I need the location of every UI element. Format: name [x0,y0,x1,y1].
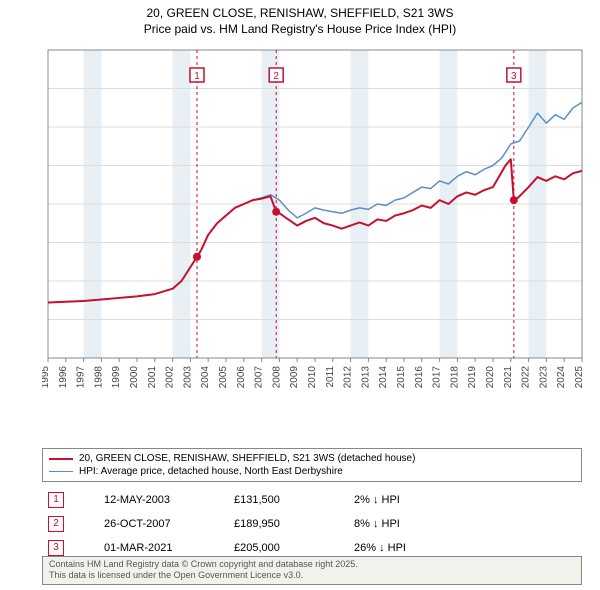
footer-line2: This data is licensed under the Open Gov… [49,570,575,581]
chart-svg: £0£50K£100K£150K£200K£250K£300K£350K£400… [42,44,590,410]
footer-line1: Contains HM Land Registry data © Crown c… [49,559,575,570]
svg-text:1998: 1998 [93,366,104,389]
chart-area: £0£50K£100K£150K£200K£250K£300K£350K£400… [42,44,590,410]
svg-text:1995: 1995 [42,366,51,389]
svg-text:2005: 2005 [218,366,229,389]
svg-text:2015: 2015 [396,366,407,389]
legend-label: HPI: Average price, detached house, Nort… [79,466,343,477]
svg-text:2025: 2025 [574,366,585,389]
legend-item: 20, GREEN CLOSE, RENISHAW, SHEFFIELD, S2… [49,452,575,465]
legend: 20, GREEN CLOSE, RENISHAW, SHEFFIELD, S2… [42,448,582,482]
svg-text:2: 2 [273,71,279,82]
svg-text:2008: 2008 [271,366,282,389]
chart-title: 20, GREEN CLOSE, RENISHAW, SHEFFIELD, S2… [0,0,600,37]
marker-date: 01-MAR-2021 [104,542,234,554]
svg-text:2007: 2007 [254,366,265,389]
svg-text:2004: 2004 [200,366,211,389]
svg-text:2020: 2020 [485,366,496,389]
marker-row: 2 26-OCT-2007£189,9508% ↓ HPI [42,512,582,536]
marker-row: 1 12-MAY-2003£131,5002% ↓ HPI [42,488,582,512]
svg-text:2012: 2012 [343,366,354,389]
marker-price: £131,500 [234,494,354,506]
svg-text:2011: 2011 [325,366,336,388]
marker-number-box: 3 [48,540,64,556]
marker-delta: 2% ↓ HPI [354,494,400,506]
svg-text:2021: 2021 [503,366,514,389]
marker-delta: 26% ↓ HPI [354,542,406,554]
marker-number-box: 1 [48,492,64,508]
svg-text:2017: 2017 [432,366,443,389]
svg-text:2018: 2018 [449,366,460,389]
marker-table: 1 12-MAY-2003£131,5002% ↓ HPI 2 26-OCT-2007… [42,488,582,560]
marker-number-box: 2 [48,516,64,532]
marker-price: £205,000 [234,542,354,554]
svg-text:2013: 2013 [360,366,371,389]
legend-item: HPI: Average price, detached house, Nort… [49,465,575,478]
legend-swatch [49,471,73,472]
svg-text:2000: 2000 [129,366,140,389]
marker-delta: 8% ↓ HPI [354,518,400,530]
marker-price: £189,950 [234,518,354,530]
svg-text:2014: 2014 [378,366,389,389]
svg-text:2024: 2024 [556,366,567,389]
svg-text:2001: 2001 [147,366,158,389]
svg-text:2009: 2009 [289,366,300,389]
title-line1: 20, GREEN CLOSE, RENISHAW, SHEFFIELD, S2… [0,6,600,22]
legend-swatch [49,458,73,460]
svg-text:1999: 1999 [111,366,122,389]
legend-label: 20, GREEN CLOSE, RENISHAW, SHEFFIELD, S2… [79,453,415,464]
svg-text:1997: 1997 [76,366,87,389]
svg-text:2016: 2016 [414,366,425,389]
svg-text:2010: 2010 [307,366,318,389]
svg-text:1996: 1996 [58,366,69,389]
svg-text:2023: 2023 [538,366,549,389]
svg-text:2019: 2019 [467,366,478,389]
footer-attribution: Contains HM Land Registry data © Crown c… [42,556,582,585]
svg-text:2006: 2006 [236,366,247,389]
svg-text:2003: 2003 [182,366,193,389]
marker-date: 12-MAY-2003 [104,494,234,506]
svg-text:3: 3 [511,71,517,82]
svg-text:1: 1 [194,71,200,82]
title-line2: Price paid vs. HM Land Registry's House … [0,22,600,38]
svg-text:2002: 2002 [165,366,176,389]
marker-date: 26-OCT-2007 [104,518,234,530]
svg-text:2022: 2022 [521,366,532,389]
